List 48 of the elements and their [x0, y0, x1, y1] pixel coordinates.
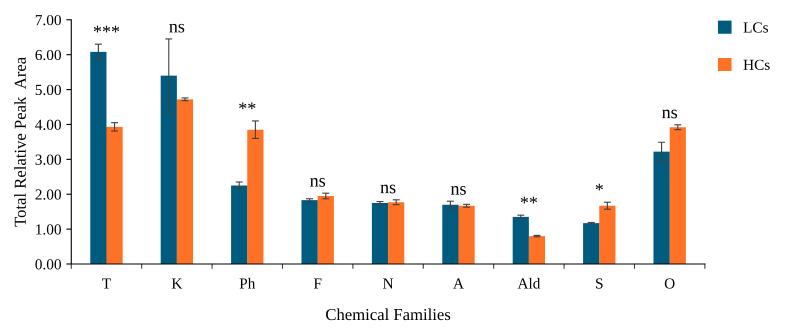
y-tick-label: 4.00: [35, 120, 61, 130]
annotation: ns: [380, 184, 396, 194]
annotation: ns: [169, 24, 184, 33]
annotation: **: [239, 102, 256, 110]
x-tick-label: A: [453, 278, 464, 288]
y-tick-label: 3.00: [36, 154, 61, 165]
bar: [372, 202, 388, 264]
bar: [301, 200, 318, 264]
bar: [512, 216, 529, 264]
x-tick-label: K: [172, 278, 182, 288]
y-tick-label: 5.00: [36, 84, 61, 96]
y-tick-label: 0.00: [35, 259, 61, 270]
bar: [247, 130, 264, 264]
y-tick-label: 1.00: [36, 224, 61, 235]
bar: [388, 202, 404, 264]
x-tick-label: Ald: [518, 278, 540, 289]
y-tick-label: 7.00: [36, 14, 61, 26]
x-tick-label: S: [596, 278, 603, 289]
bar: [599, 206, 616, 264]
bar: [528, 236, 546, 264]
bar: [458, 206, 475, 264]
legend-label: LCs: [744, 22, 768, 33]
bar: [670, 127, 686, 264]
x-tick-label: F: [314, 278, 322, 288]
annotation: ***: [94, 26, 120, 32]
bar: [231, 186, 248, 264]
y-tick-label: 2.00: [35, 189, 61, 200]
annotation: ns: [450, 186, 466, 195]
y-axis-title: Total Relative Peak Area: [14, 57, 26, 227]
annotation: ns: [662, 110, 678, 118]
bar: [442, 204, 458, 264]
x-axis-title: Chemical Families: [326, 308, 450, 320]
x-tick-label: N: [383, 278, 394, 288]
bar: [583, 223, 600, 264]
x-tick-label: Ph: [240, 278, 256, 288]
legend-label: HCs: [744, 60, 770, 70]
bar: [318, 196, 334, 264]
bar: [653, 152, 670, 264]
bar: [106, 126, 123, 264]
bar: [90, 52, 106, 264]
x-tick-label: O: [664, 278, 675, 289]
bar: [160, 76, 177, 264]
annotation: **: [520, 196, 538, 204]
annotation: *: [596, 184, 603, 190]
x-tick-label: T: [102, 278, 111, 288]
y-tick-label: 6.00: [35, 50, 61, 60]
bar: [176, 99, 194, 264]
annotation: ns: [310, 178, 326, 187]
